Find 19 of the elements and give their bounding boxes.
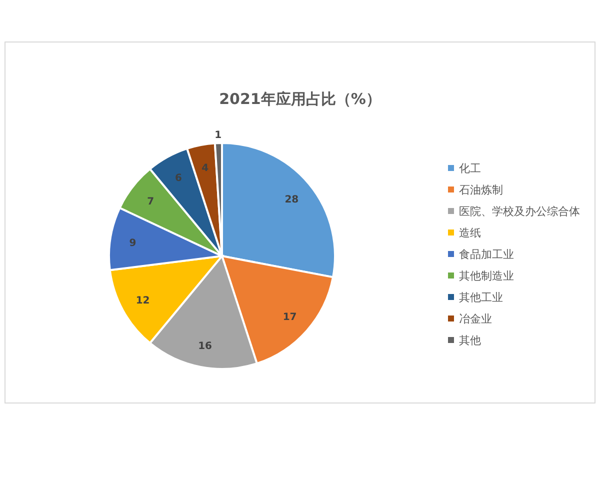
data-label: 1 <box>214 130 222 142</box>
data-label: 7 <box>147 196 154 208</box>
data-label: 16 <box>198 340 212 352</box>
data-label: 28 <box>284 194 299 206</box>
legend-label: 化工 <box>459 162 481 175</box>
data-label: 4 <box>202 163 209 174</box>
data-label: 12 <box>136 296 150 307</box>
chart-title: 2021年应用占比（%） <box>219 90 381 108</box>
data-label: 6 <box>174 172 182 184</box>
legend-label: 石油炼制 <box>459 184 503 196</box>
legend-label: 其他制造业 <box>459 270 514 282</box>
legend-label: 医院、学校及办公综合体 <box>459 205 580 218</box>
data-label: 9 <box>129 238 136 249</box>
legend-label: 造纸 <box>459 226 481 240</box>
legend-label: 冶金业 <box>459 312 492 326</box>
legend-label: 其他工业 <box>459 291 503 304</box>
data-label: 17 <box>282 312 297 323</box>
legend-label: 其他 <box>459 334 481 347</box>
legend-label: 食品加工业 <box>459 248 514 261</box>
